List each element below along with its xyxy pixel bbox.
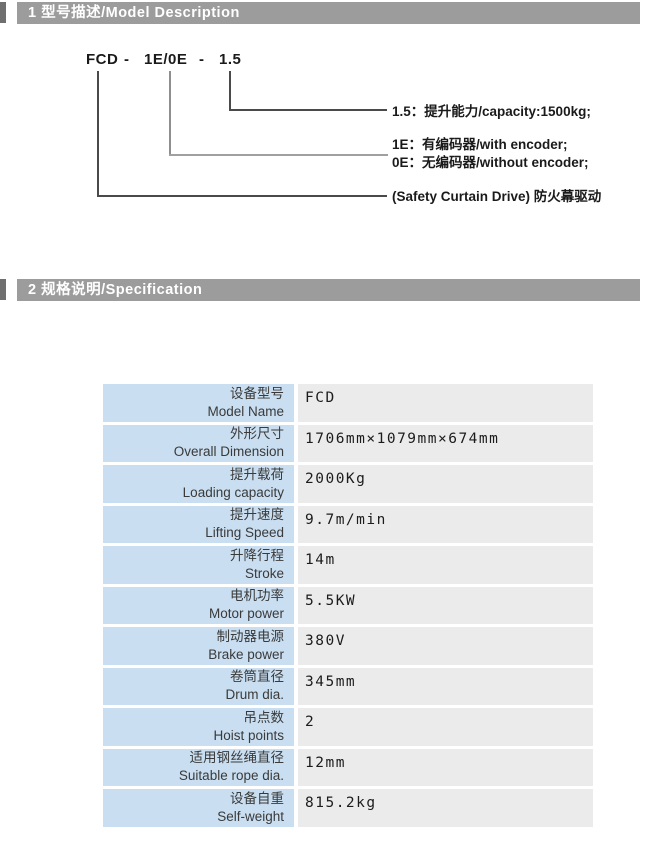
row-label-en: Stroke (244, 565, 284, 581)
connector-capacity-vertical (229, 71, 231, 111)
table-row: 适用钢丝绳直径 Suitable rope dia. 12mm (103, 748, 593, 786)
row-label-zh: 外形尺寸 (230, 426, 284, 442)
table-row: 外形尺寸 Overall Dimension 1706mm×1079mm×674… (103, 424, 593, 462)
row-value: 9.7m/min (298, 505, 593, 543)
row-label: 电机功率 Motor power (103, 586, 294, 624)
table-row: 设备型号 Model Name FCD (103, 384, 593, 422)
row-label-zh: 提升速度 (230, 507, 284, 523)
row-label-zh: 提升载荷 (230, 466, 284, 482)
row-label-zh: 吊点数 (243, 709, 285, 725)
annotation-encoder-without: 0E：无编码器/without encoder; (392, 154, 589, 170)
row-label-en: Self-weight (217, 808, 284, 824)
table-row: 电机功率 Motor power 5.5KW (103, 586, 593, 624)
specification-table: 设备型号 Model Name FCD 外形尺寸 Overall Dimensi… (103, 384, 593, 830)
row-value: 14m (298, 546, 593, 584)
section2-edge-square (0, 279, 6, 300)
model-code-sep1: - (124, 51, 130, 68)
column-gap (294, 627, 298, 665)
row-label-zh: 设备自重 (230, 790, 284, 806)
row-label-zh: 制动器电源 (216, 628, 285, 644)
row-label: 设备型号 Model Name (103, 384, 294, 422)
column-gap (294, 667, 298, 705)
row-value: 815.2kg (298, 789, 593, 827)
row-value: 1706mm×1079mm×674mm (298, 424, 593, 462)
row-label-zh: 设备型号 (230, 385, 284, 401)
annotation-encoder: 1E：有编码器/with encoder; 0E：无编码器/without en… (392, 136, 589, 171)
annotation-capacity: 1.5：提升能力/capacity:1500kg; (392, 104, 591, 119)
table-row: 提升载荷 Loading capacity 2000Kg (103, 465, 593, 503)
row-value: 12mm (298, 748, 593, 786)
row-value: 2 (298, 708, 593, 746)
row-label: 升降行程 Stroke (103, 546, 294, 584)
row-label-zh: 适用钢丝绳直径 (189, 750, 285, 766)
column-gap (294, 789, 298, 827)
row-label: 提升载荷 Loading capacity (103, 465, 294, 503)
section1-header: 1 型号描述/Model Description (17, 2, 640, 24)
model-code-sep2: - (199, 51, 205, 68)
row-value: 345mm (298, 667, 593, 705)
row-label-zh: 电机功率 (230, 588, 284, 604)
table-row: 提升速度 Lifting Speed 9.7m/min (103, 505, 593, 543)
row-label-zh: 卷筒直径 (230, 669, 284, 685)
connector-base-horizontal (97, 195, 387, 197)
row-label-en: Suitable rope dia. (178, 768, 284, 784)
row-label-zh: 升降行程 (230, 547, 284, 563)
table-row: 卷筒直径 Drum dia. 345mm (103, 667, 593, 705)
row-label-en: Drum dia. (225, 687, 284, 703)
row-label-en: Loading capacity (182, 484, 284, 500)
table-row: 设备自重 Self-weight 815.2kg (103, 789, 593, 827)
connector-capacity-horizontal (229, 109, 387, 111)
model-code-capacity: 1.5 (219, 51, 242, 68)
row-label-en: Model Name (207, 403, 284, 419)
column-gap (294, 748, 298, 786)
row-label-en: Hoist points (213, 727, 284, 743)
annotation-base: (Safety Curtain Drive) 防火幕驱动 (392, 189, 602, 204)
column-gap (294, 708, 298, 746)
column-gap (294, 546, 298, 584)
row-label: 制动器电源 Brake power (103, 627, 294, 665)
row-value: FCD (298, 384, 593, 422)
row-label: 外形尺寸 Overall Dimension (103, 424, 294, 462)
row-label: 卷筒直径 Drum dia. (103, 667, 294, 705)
row-label-en: Lifting Speed (205, 525, 284, 541)
table-row: 升降行程 Stroke 14m (103, 546, 593, 584)
section1-edge-square (0, 2, 6, 23)
column-gap (294, 586, 298, 624)
row-value: 380V (298, 627, 593, 665)
column-gap (294, 384, 298, 422)
row-value: 2000Kg (298, 465, 593, 503)
row-label: 适用钢丝绳直径 Suitable rope dia. (103, 748, 294, 786)
row-label-en: Brake power (208, 646, 284, 662)
row-label-en: Overall Dimension (173, 444, 284, 460)
table-row: 制动器电源 Brake power 380V (103, 627, 593, 665)
model-code-encoder: 1E/0E (144, 51, 188, 68)
annotation-encoder-with: 1E：有编码器/with encoder; (392, 137, 568, 152)
section2-header: 2 规格说明/Specification (17, 279, 640, 301)
row-label: 吊点数 Hoist points (103, 708, 294, 746)
row-label: 提升速度 Lifting Speed (103, 505, 294, 543)
connector-encoder-horizontal (169, 154, 388, 156)
row-label: 设备自重 Self-weight (103, 789, 294, 827)
column-gap (294, 465, 298, 503)
column-gap (294, 424, 298, 462)
connector-base-vertical (97, 71, 99, 197)
model-code-base: FCD (86, 51, 119, 68)
row-label-en: Motor power (208, 606, 284, 622)
connector-encoder-vertical (169, 71, 171, 156)
table-row: 吊点数 Hoist points 2 (103, 708, 593, 746)
row-value: 5.5KW (298, 586, 593, 624)
column-gap (294, 505, 298, 543)
